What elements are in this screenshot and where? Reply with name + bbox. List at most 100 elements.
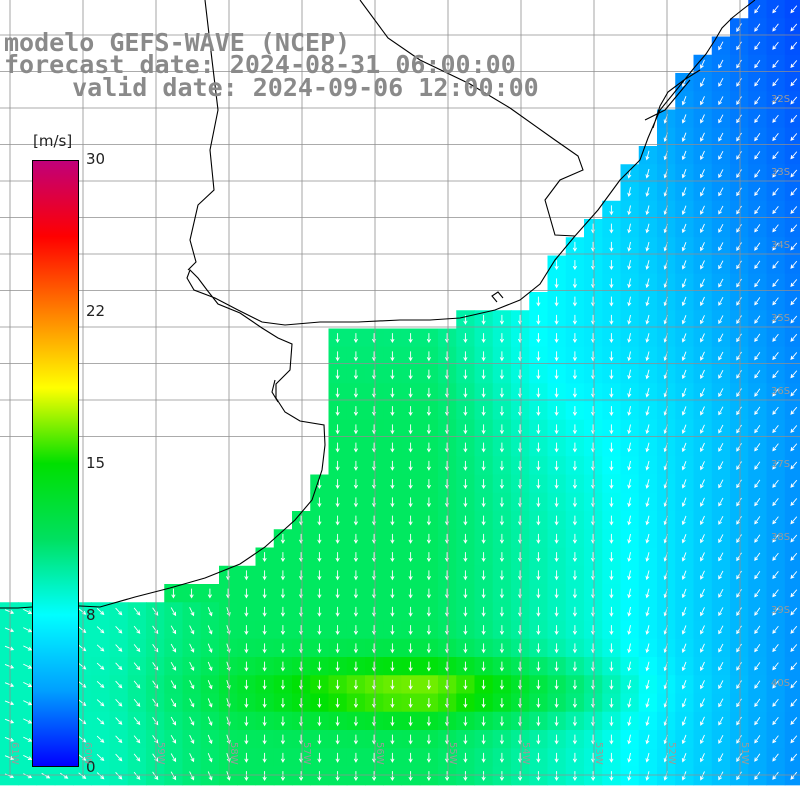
- wind-arrow: [23, 718, 33, 724]
- wind-arrow: [207, 771, 213, 781]
- wind-arrow: [463, 643, 468, 654]
- wind-arrow: [736, 187, 742, 197]
- wind-arrow: [59, 772, 69, 779]
- wind-arrow: [207, 607, 213, 617]
- wind-arrow: [681, 132, 687, 142]
- wind-arrow: [499, 533, 504, 544]
- wind-arrow: [627, 460, 632, 471]
- wind-arrow: [700, 315, 705, 325]
- wind-arrow: [681, 114, 687, 124]
- wind-arrow: [790, 425, 798, 434]
- wind-cell: [748, 255, 768, 275]
- wind-arrow: [754, 205, 761, 215]
- wind-cell: [748, 766, 768, 786]
- wind-arrow: [335, 606, 340, 617]
- wind-arrow: [390, 588, 395, 599]
- wind-arrow: [353, 406, 358, 417]
- wind-arrow: [317, 479, 322, 490]
- wind-arrow: [736, 242, 742, 251]
- wind-arrow: [772, 60, 779, 69]
- wind-arrow: [609, 752, 614, 763]
- wind-arrow: [189, 716, 195, 726]
- wind-arrow: [554, 314, 559, 325]
- wind-arrow: [554, 387, 559, 398]
- wind-arrow: [736, 443, 742, 452]
- wind-arrow: [463, 752, 468, 763]
- wind-arrow: [554, 625, 559, 636]
- wind-arrow: [262, 606, 267, 617]
- wind-arrow: [115, 717, 123, 725]
- wind-arrow: [426, 679, 431, 690]
- wind-arrow: [189, 643, 195, 653]
- wind-arrow: [390, 752, 395, 763]
- wind-cell: [784, 456, 800, 476]
- wind-arrow: [463, 515, 468, 526]
- wind-arrow: [463, 351, 468, 362]
- wind-cell: [784, 219, 800, 238]
- wind-arrow: [536, 698, 541, 709]
- wind-arrow: [390, 679, 395, 690]
- wind-cell: [784, 584, 800, 603]
- wind-arrow: [463, 661, 468, 672]
- wind-arrow: [772, 242, 779, 251]
- wind-arrow: [772, 443, 779, 452]
- wind-arrow: [554, 406, 559, 417]
- wind-arrow: [536, 552, 541, 563]
- wind-arrow: [115, 753, 123, 762]
- wind-arrow: [754, 132, 761, 142]
- wind-arrow: [645, 260, 650, 270]
- wind-arrow: [700, 278, 705, 288]
- wind-arrow: [572, 716, 577, 727]
- wind-arrow: [681, 260, 687, 270]
- colorbar-tick-15: 15: [86, 454, 106, 472]
- lon-label-53w: 53W: [593, 742, 604, 765]
- wind-arrow: [189, 680, 195, 690]
- wind-arrow: [736, 534, 742, 543]
- wind-arrow: [317, 497, 322, 508]
- wind-arrow: [207, 625, 213, 635]
- wind-arrow: [645, 369, 650, 380]
- wind-arrow: [390, 771, 395, 782]
- wind-arrow: [700, 515, 705, 526]
- wind-arrow: [718, 351, 724, 361]
- wind-arrow: [536, 570, 541, 581]
- wind-arrow: [226, 771, 231, 781]
- wind-arrow: [554, 479, 559, 490]
- wind-arrow: [772, 425, 779, 434]
- wind-arrow: [736, 205, 742, 215]
- wind-arrow: [627, 570, 632, 581]
- wind-arrow: [335, 661, 340, 672]
- wind-arrow: [700, 77, 705, 88]
- wind-arrow: [408, 716, 413, 727]
- wind-arrow: [736, 388, 742, 397]
- wind-arrow: [700, 479, 705, 489]
- wind-arrow: [790, 662, 798, 671]
- lat-label-33s: 33S: [771, 167, 791, 178]
- wind-arrow: [772, 534, 779, 543]
- wind-arrow: [700, 661, 705, 672]
- wind-arrow: [353, 716, 358, 727]
- wind-arrow: [499, 442, 504, 453]
- wind-arrow: [280, 771, 285, 782]
- wind-arrow: [499, 387, 504, 398]
- wind-arrow: [335, 625, 340, 636]
- wind-arrow: [481, 333, 486, 344]
- wind-arrow: [790, 41, 798, 50]
- wind-arrow: [736, 59, 742, 69]
- wind-arrow: [609, 606, 614, 617]
- wind-arrow: [754, 625, 761, 635]
- wind-arrow: [718, 369, 724, 379]
- wind-arrow: [700, 698, 705, 708]
- wind-arrow: [736, 479, 742, 489]
- wind-arrow: [408, 533, 413, 544]
- wind-cell: [784, 54, 800, 74]
- wind-arrow: [700, 260, 705, 270]
- wind-arrow: [736, 771, 742, 781]
- wind-cell: [784, 255, 800, 275]
- wind-arrow: [736, 698, 742, 708]
- wind-arrow: [4, 682, 15, 687]
- wind-arrow: [790, 224, 798, 233]
- wind-cell: [748, 109, 768, 129]
- wind-arrow: [790, 753, 798, 762]
- wind-arrow: [790, 297, 798, 306]
